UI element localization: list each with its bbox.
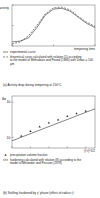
y-tick	[12, 25, 14, 26]
legend-swatch	[3, 52, 8, 53]
series-line	[12, 7, 95, 44]
legend-label-line: to the model of Mehrabian and Pound (196…	[10, 58, 93, 62]
point	[39, 126, 41, 128]
x-axis-label: tempering time	[74, 47, 95, 51]
plot-frame	[12, 96, 95, 148]
point	[20, 135, 22, 137]
legend-label: experimental curve	[10, 50, 36, 54]
y-tick	[12, 5, 14, 6]
x-tick	[12, 147, 13, 149]
x-tick	[53, 45, 54, 47]
caption: (b) Stuffing hardened by γ' phase (effec…	[3, 191, 73, 195]
x-tick	[12, 45, 13, 47]
legend-swatch	[3, 159, 8, 160]
plot-area	[12, 109, 95, 141]
legend-label: theoretical curve calculated with relati…	[10, 55, 93, 66]
point	[29, 130, 31, 132]
legend-label: precipitation volume fraction	[10, 153, 48, 157]
legend-marker	[4, 154, 6, 156]
legend-label-line: µm	[10, 62, 15, 66]
y-tick-label: 10²	[6, 136, 11, 140]
plot-area	[12, 7, 95, 44]
caption-line: (b) Stuffing hardened by γ' phase (effec…	[3, 191, 73, 195]
point	[85, 110, 87, 112]
plot-frame	[12, 5, 95, 46]
x-axis-label: (f r)^1/2	[84, 149, 95, 153]
y-axis-label: Δσ	[2, 97, 6, 101]
point	[48, 122, 50, 124]
x-tick	[95, 45, 96, 47]
x-tick	[67, 147, 68, 149]
series-line	[12, 109, 95, 141]
y-tick	[12, 137, 14, 138]
y-tick-label: 10³	[6, 100, 11, 104]
legend-swatch	[3, 56, 8, 57]
caption: (a) Activity drop during tempering at 15…	[3, 83, 62, 87]
point	[57, 118, 59, 120]
legend-label-line: model of Melander and Persson (1978)	[10, 161, 62, 165]
point	[75, 112, 77, 114]
y-tick	[12, 46, 14, 47]
figure: tempering time activity experimental curve…	[0, 0, 100, 198]
x-tick	[48, 147, 49, 149]
x-tick	[85, 147, 86, 149]
x-tick	[30, 147, 31, 149]
legend-label-line: precipitation volume fraction	[10, 153, 48, 157]
legend-label-line: experimental curve	[10, 50, 36, 54]
legend-label: hardening calculated with relation (8) a…	[10, 158, 82, 165]
point	[66, 115, 68, 117]
y-tick	[12, 102, 14, 103]
caption-line: (a) Activity drop during tempering at 15…	[3, 83, 62, 87]
y-axis-label: activity	[0, 6, 9, 10]
series-line	[12, 8, 95, 42]
